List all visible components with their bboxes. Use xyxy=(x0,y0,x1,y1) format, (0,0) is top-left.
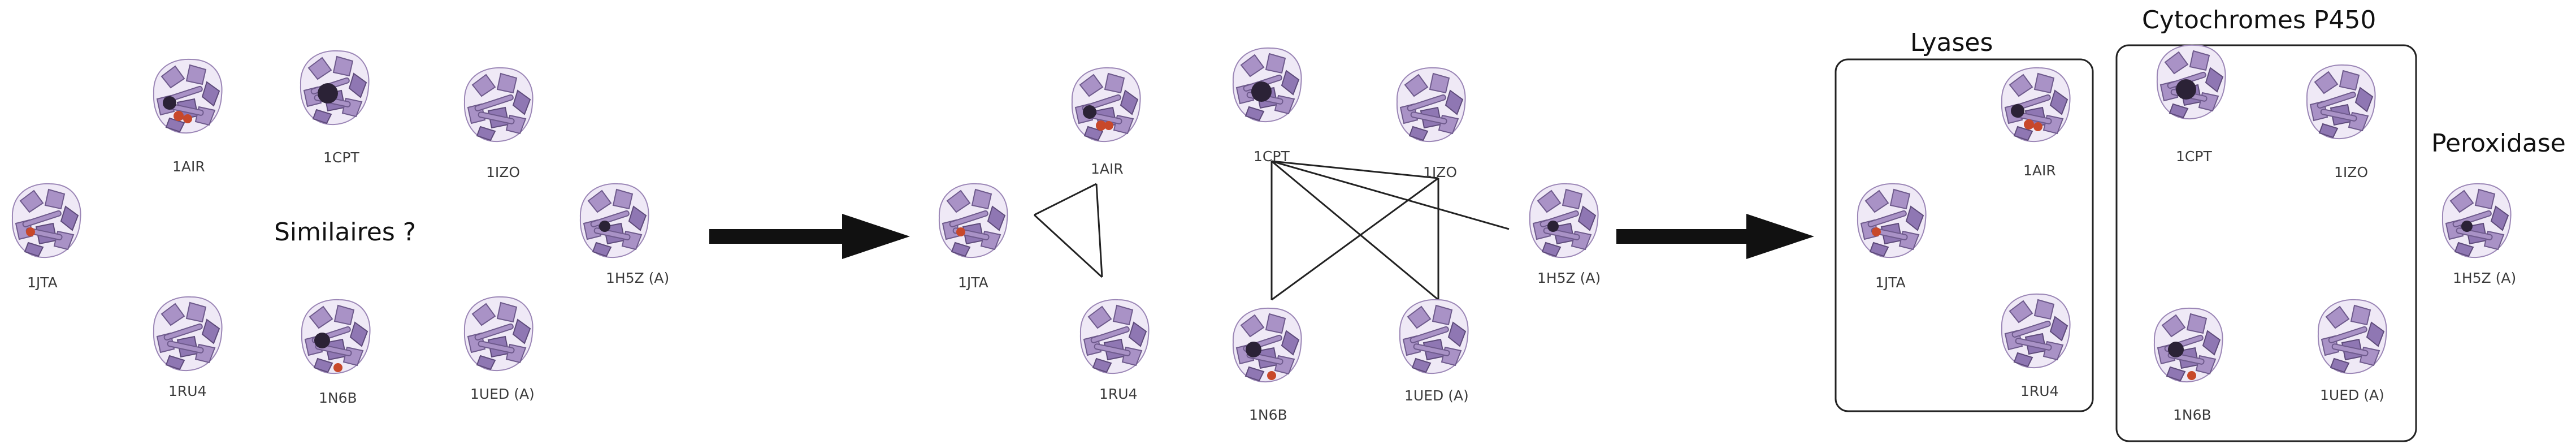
protein-1RU4: 1RU4 xyxy=(2001,293,2071,399)
similarity-graph-edges xyxy=(1033,160,1510,301)
label-1UED: 1UED (A) xyxy=(1404,387,1469,404)
protein-1UED: 1UED (A) xyxy=(1399,299,1469,404)
label-1UED: 1UED (A) xyxy=(2320,387,2384,403)
label-1H5Z: 1H5Z (A) xyxy=(1537,270,1601,286)
protein-1H5Z: 1H5Z (A) xyxy=(1529,183,1601,286)
group-cytochromes-p450: Cytochromes P450 1CPT 1IZO 1N6B 1UED (A) xyxy=(2115,6,2417,442)
protein-1IZO: 1IZO xyxy=(463,67,534,180)
group-cytochromes-title: Cytochromes P450 xyxy=(2142,6,2376,35)
label-1H5Z: 1H5Z (A) xyxy=(2453,270,2516,286)
protein-1AIR: 1AIR xyxy=(2001,67,2071,179)
protein-1H5Z: 1H5Z (A) xyxy=(2441,183,2516,286)
protein-1CPT: 1CPT xyxy=(1232,47,1302,165)
protein-1RU4: 1RU4 xyxy=(153,296,223,399)
label-1JTA: 1JTA xyxy=(1875,274,1906,291)
protein-1N6B: 1N6B xyxy=(1232,307,1302,423)
panel-2: 1AIR 1CPT 1IZO 1JTA 1H5Z (A) 1RU4 xyxy=(938,47,1601,423)
label-1AIR: 1AIR xyxy=(1091,161,1124,177)
label-1IZO: 1IZO xyxy=(2334,164,2368,180)
protein-1JTA: 1JTA xyxy=(938,183,1008,291)
label-1IZO: 1IZO xyxy=(1423,164,1457,180)
group-lyases: Lyases 1AIR 1JTA 1RU4 xyxy=(1835,28,2094,412)
label-1N6B: 1N6B xyxy=(319,390,357,406)
panel-3: Lyases 1AIR 1JTA 1RU4 Cytochromes P450 xyxy=(1835,6,2566,442)
label-1RU4: 1RU4 xyxy=(168,383,206,399)
protein-1AIR: 1AIR xyxy=(153,58,223,175)
protein-1RU4: 1RU4 xyxy=(1079,299,1150,402)
label-1JTA: 1JTA xyxy=(958,274,988,291)
group-lyases-title: Lyases xyxy=(1910,28,1993,57)
protein-1UED: 1UED (A) xyxy=(463,296,535,402)
label-1N6B: 1N6B xyxy=(1249,407,1287,423)
protein-1JTA: 1JTA xyxy=(1857,183,1927,291)
label-1UED: 1UED (A) xyxy=(470,386,535,402)
protein-1AIR: 1AIR xyxy=(1071,67,1141,177)
label-1AIR: 1AIR xyxy=(172,158,205,175)
group-cytochromes-box xyxy=(2115,44,2417,442)
label-1N6B: 1N6B xyxy=(2173,407,2211,423)
label-1CPT: 1CPT xyxy=(1254,148,1290,165)
label-1CPT: 1CPT xyxy=(2176,148,2212,165)
protein-1CPT: 1CPT xyxy=(2156,44,2226,165)
similarity-question: Similaires ? xyxy=(274,218,416,247)
protein-1CPT: 1CPT xyxy=(300,50,370,166)
arrow-right-1 xyxy=(709,214,910,259)
protein-1JTA: 1JTA xyxy=(11,183,81,291)
label-1RU4: 1RU4 xyxy=(2020,383,2058,399)
label-1IZO: 1IZO xyxy=(486,164,520,180)
protein-1UED: 1UED (A) xyxy=(2317,299,2387,403)
protein-1IZO: 1IZO xyxy=(2306,64,2376,180)
protein-1IZO: 1IZO xyxy=(1396,67,1466,180)
protein-1N6B: 1N6B xyxy=(301,299,371,406)
panel-1: 1AIR 1CPT 1IZO 1JTA 1H5Z (A) 1RU4 xyxy=(11,50,669,406)
group-peroxidase-title: Peroxidase xyxy=(2431,129,2566,158)
label-1RU4: 1RU4 xyxy=(1099,386,1137,402)
protein-1H5Z: 1H5Z (A) xyxy=(579,183,669,286)
arrow-right-2 xyxy=(1616,214,1814,259)
group-peroxidase: Peroxidase 1H5Z (A) xyxy=(2431,129,2566,286)
protein-1N6B: 1N6B xyxy=(2153,307,2223,423)
label-1JTA: 1JTA xyxy=(27,274,58,291)
label-1CPT: 1CPT xyxy=(323,149,359,166)
group-lyases-box xyxy=(1835,58,2094,412)
label-1AIR: 1AIR xyxy=(2023,162,2056,179)
label-1H5Z: 1H5Z (A) xyxy=(606,270,669,286)
